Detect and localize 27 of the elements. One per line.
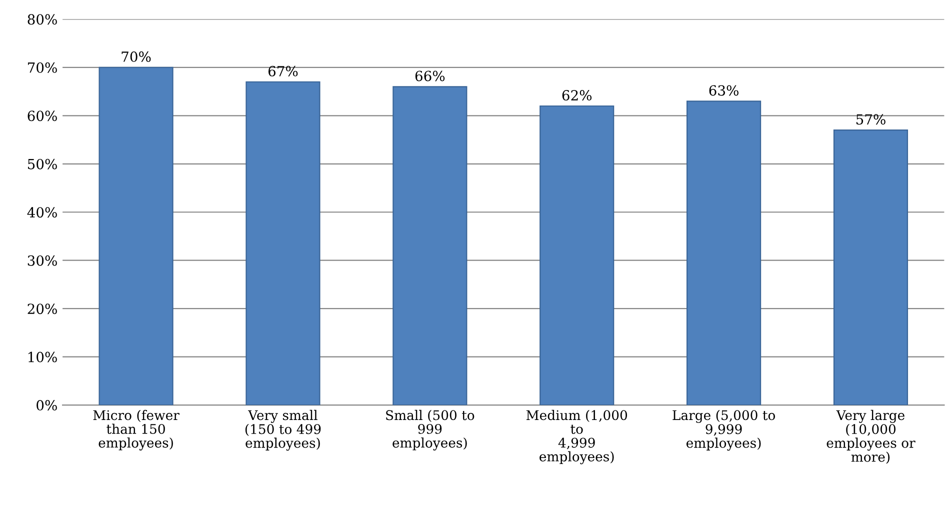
x-tick-label: Micro (fewer than 150 employees) (93, 410, 180, 450)
x-tick-label: Large (5,000 to 9,999 employees) (672, 410, 776, 451)
y-tick-label: 60% (28, 110, 57, 122)
x-tick-label: Medium (1,000 to 4,999 employees) (526, 410, 628, 464)
data-label: 62% (562, 90, 592, 101)
y-tick-label: 50% (28, 158, 57, 170)
y-tick-label: 80% (28, 14, 57, 25)
bar (98, 66, 174, 406)
bar (246, 81, 320, 406)
y-tick-label: 10% (28, 352, 57, 362)
bar (392, 86, 468, 406)
bar (540, 105, 614, 406)
bar (686, 100, 762, 406)
data-label: 70% (122, 51, 151, 62)
y-tick-label: 0% (36, 400, 57, 411)
bar (833, 130, 908, 406)
data-label: 67% (268, 66, 298, 76)
data-label: 66% (415, 70, 445, 82)
y-tick-label: 20% (28, 304, 57, 314)
x-tick-label: Very small (150 to 499 employees) (245, 410, 321, 451)
x-tick-label: Small (500 to 999 employees) (386, 410, 474, 450)
data-label: 57% (856, 114, 886, 125)
y-tick-label: 30% (28, 255, 57, 266)
data-label: 63% (709, 85, 738, 96)
x-tick-label: Very large (10,000 employees or more) (826, 410, 916, 464)
y-tick-label: 70% (28, 62, 57, 73)
y-tick-label: 40% (27, 207, 57, 218)
